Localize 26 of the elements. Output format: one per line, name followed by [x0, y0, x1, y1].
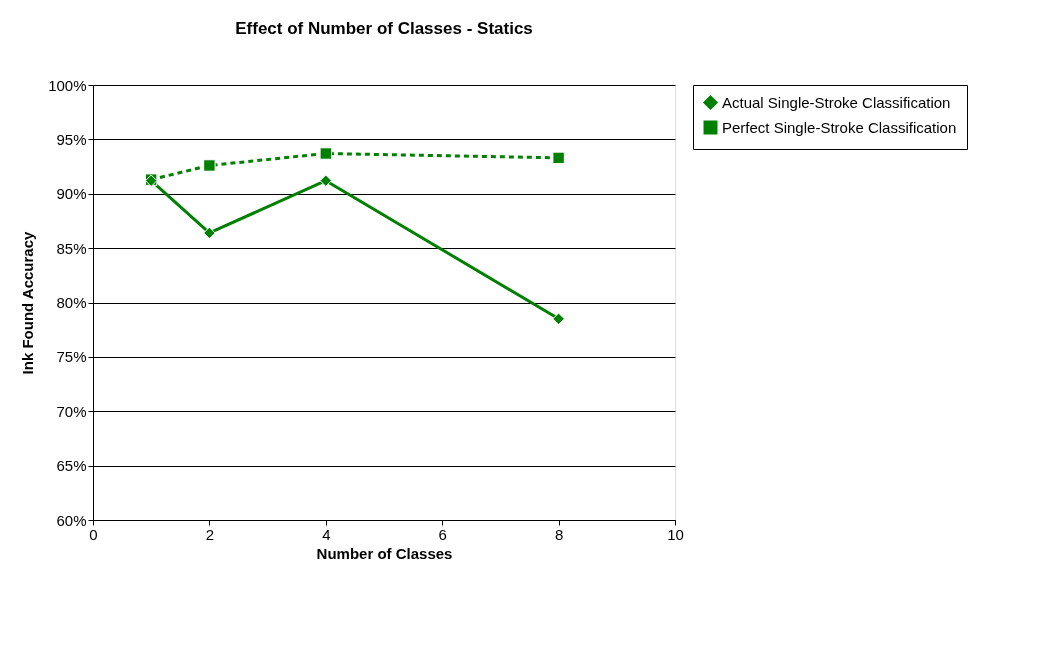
point [552, 151, 565, 165]
x-axis-title: Number of Classes [316, 544, 453, 562]
x-tick-label: 6 [438, 525, 447, 543]
y-tick-label: 100% [48, 76, 87, 94]
point [552, 312, 565, 326]
y-tick-label: 60% [56, 511, 87, 529]
x-tick-label: 10 [667, 525, 684, 543]
point [203, 159, 216, 172]
legend-label: Perfect Single-Stroke Classification [722, 118, 957, 136]
y-tick-label: 95% [56, 130, 87, 148]
x-tick-label: 0 [89, 525, 98, 543]
y-axis-title: Ink Found Accuracy [19, 230, 37, 375]
y-tick-label: 85% [56, 239, 87, 257]
point [319, 174, 332, 187]
y-tick-label: 70% [56, 402, 87, 420]
point [203, 226, 216, 240]
chart-title: Effect of Number of Classes - Statics [235, 19, 533, 38]
y-tick-label: 65% [56, 457, 87, 475]
y-tick-label: 75% [56, 348, 87, 366]
x-tick-label: 2 [205, 525, 215, 543]
point [319, 147, 332, 160]
y-tick-label: 90% [56, 185, 87, 203]
x-tick-label: 8 [554, 525, 564, 543]
y-tick-label: 80% [56, 294, 87, 311]
x-tick-label: 4 [322, 525, 331, 543]
legend-label: Actual Single-Stroke Classification [722, 93, 951, 111]
